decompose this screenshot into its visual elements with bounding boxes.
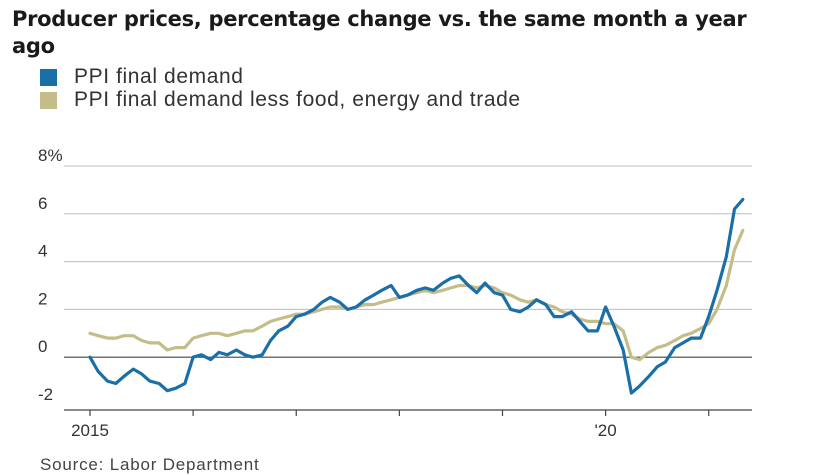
series-line-ppi-final-demand [88,197,745,395]
y-tick-label-8: 8% [38,146,63,165]
legend-label-ppi-core: PPI final demand less food, energy and t… [74,88,521,111]
y-tick-label-6: 6 [38,194,47,213]
legend-item-ppi-final-demand: PPI final demand [40,66,760,88]
x-tick-label-2020: '20 [595,421,617,440]
chart-title: Producer prices, percentage change vs. t… [12,7,747,58]
legend-label-ppi-final-demand: PPI final demand [74,65,244,88]
x-tick-label-2015: 2015 [71,421,109,440]
y-tick-label-4: 4 [38,242,47,261]
source-note: Source: Labor Department [40,455,260,474]
legend-item-ppi-core: PPI final demand less food, energy and t… [40,89,760,111]
y-tick-label-0: 0 [38,337,47,356]
y-tick-label-2: 2 [38,289,47,308]
series-line-ppi-core [88,228,745,362]
legend-swatch-ppi-final-demand [40,69,57,86]
legend-swatch-ppi-core [40,92,57,109]
chart-legend: PPI final demand PPI final demand less f… [40,66,760,112]
y-tick-label-neg2: -2 [38,385,53,404]
